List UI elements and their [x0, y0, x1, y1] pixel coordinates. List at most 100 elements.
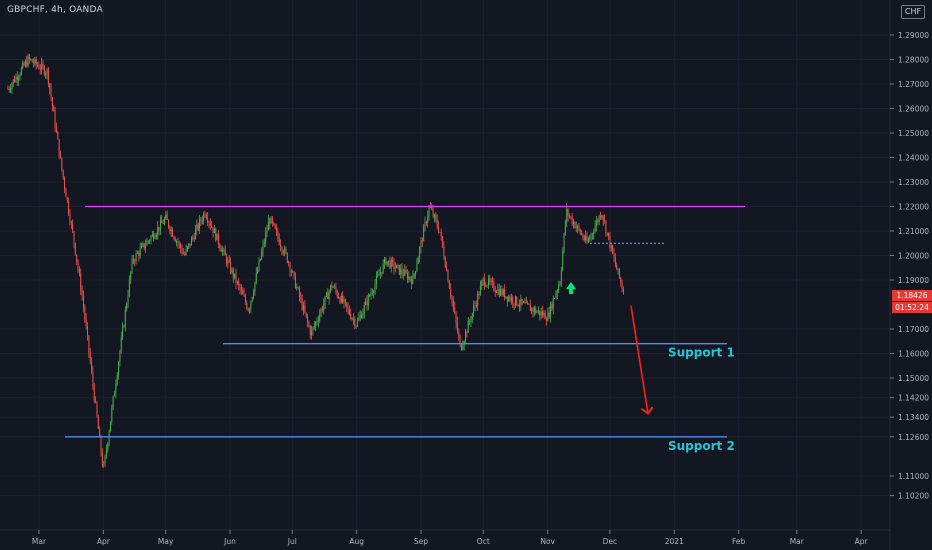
- candle-body: [613, 253, 615, 259]
- candle-body: [57, 131, 59, 140]
- candle-body: [231, 269, 233, 273]
- candle-body: [361, 315, 363, 318]
- candle-body: [413, 273, 415, 276]
- candle-body: [239, 285, 241, 290]
- candle-body: [33, 62, 35, 64]
- candle-body: [217, 233, 219, 245]
- candle-body: [280, 244, 282, 248]
- time-tick-label: Aug: [349, 537, 364, 546]
- candle-body: [216, 233, 218, 241]
- candle-body: [334, 286, 336, 288]
- candle-body: [448, 281, 450, 289]
- candle-body: [312, 327, 314, 331]
- candle-body: [64, 177, 66, 189]
- candle-body: [533, 308, 535, 312]
- candle-body: [50, 88, 52, 98]
- candle-body: [509, 296, 511, 301]
- support-1-label: Support 1: [668, 346, 735, 360]
- candle-body: [339, 298, 341, 303]
- candle-body: [62, 169, 64, 178]
- candle-body: [315, 322, 317, 326]
- candle-body: [170, 229, 172, 232]
- candle-body: [419, 247, 421, 258]
- candle-body: [258, 260, 260, 271]
- candle-body: [135, 253, 137, 262]
- candle-body: [154, 236, 156, 239]
- candle-body: [578, 225, 580, 230]
- time-axis[interactable]: Mar Apr May Jun Jul Aug Sep Oct Nov Dec 2021 Feb Mar…: [32, 530, 869, 546]
- candle-body: [384, 258, 386, 264]
- candle-body: [528, 303, 530, 305]
- candle-body: [42, 63, 44, 67]
- candle-body: [575, 227, 577, 229]
- candle-body: [282, 251, 284, 254]
- candle-body: [226, 255, 228, 264]
- candle-body: [451, 296, 453, 301]
- candle-body: [207, 218, 209, 223]
- candle-body: [370, 293, 372, 296]
- candle-body: [571, 217, 573, 224]
- candle-body: [555, 293, 557, 299]
- candle-body: [594, 226, 596, 233]
- candle-body: [401, 268, 403, 274]
- candle-body: [328, 291, 330, 299]
- candle-body: [111, 407, 113, 422]
- candle-body: [612, 245, 614, 254]
- price-tick-label: 1.26000: [898, 105, 929, 114]
- candle-body: [460, 344, 462, 350]
- candle-body: [176, 241, 178, 242]
- candle-body: [244, 296, 246, 303]
- candle-body: [16, 76, 18, 80]
- price-tick-label: 1.16000: [898, 350, 929, 359]
- candle-body: [80, 273, 82, 291]
- candle-body: [379, 272, 381, 275]
- candle-body: [23, 63, 25, 66]
- candle-body: [196, 224, 198, 230]
- candle-body: [116, 375, 118, 385]
- candle-body: [435, 214, 437, 220]
- candle-body: [546, 319, 548, 321]
- candle-body: [93, 385, 95, 401]
- drawings[interactable]: Support 1 Support 2: [65, 205, 745, 453]
- candle-body: [469, 321, 471, 322]
- candle-body: [323, 304, 325, 311]
- candle-body: [524, 301, 526, 304]
- candle-body: [365, 300, 367, 306]
- currency-button[interactable]: CHF: [901, 5, 925, 19]
- price-axis[interactable]: 1.29000 1.28000 1.27000 1.26000 1.25000 1.240…: [890, 31, 929, 501]
- projection-arrow[interactable]: [630, 305, 648, 414]
- candle-body: [531, 308, 533, 312]
- candle-body: [519, 305, 521, 307]
- candle-body: [601, 215, 603, 218]
- candle-body: [246, 302, 248, 309]
- candle-body: [266, 230, 268, 233]
- price-tick-label: 1.10200: [898, 492, 929, 501]
- candle-body: [556, 290, 558, 294]
- candle-body: [622, 289, 624, 294]
- candle-body: [377, 274, 379, 277]
- candle-body: [331, 285, 333, 288]
- candle-body: [131, 258, 133, 272]
- candle-body: [396, 264, 398, 269]
- candle-body: [489, 278, 491, 282]
- candle-body: [621, 282, 623, 290]
- candle-body: [355, 325, 357, 327]
- price-tick-label: 1.28000: [898, 56, 929, 65]
- candle-body: [112, 396, 114, 408]
- candle-body: [513, 303, 515, 305]
- candle-body: [502, 289, 504, 295]
- candle-body: [381, 272, 383, 274]
- candle-body: [69, 213, 71, 223]
- candle-body: [494, 290, 496, 292]
- candle-body: [338, 296, 340, 299]
- candle-body: [354, 318, 356, 327]
- candle-body: [358, 317, 360, 321]
- candle-body: [305, 312, 307, 317]
- candle-body: [31, 59, 33, 63]
- candle-body: [158, 227, 160, 231]
- candle-body: [477, 293, 479, 306]
- candle-body: [60, 155, 62, 158]
- candle-body: [301, 298, 303, 310]
